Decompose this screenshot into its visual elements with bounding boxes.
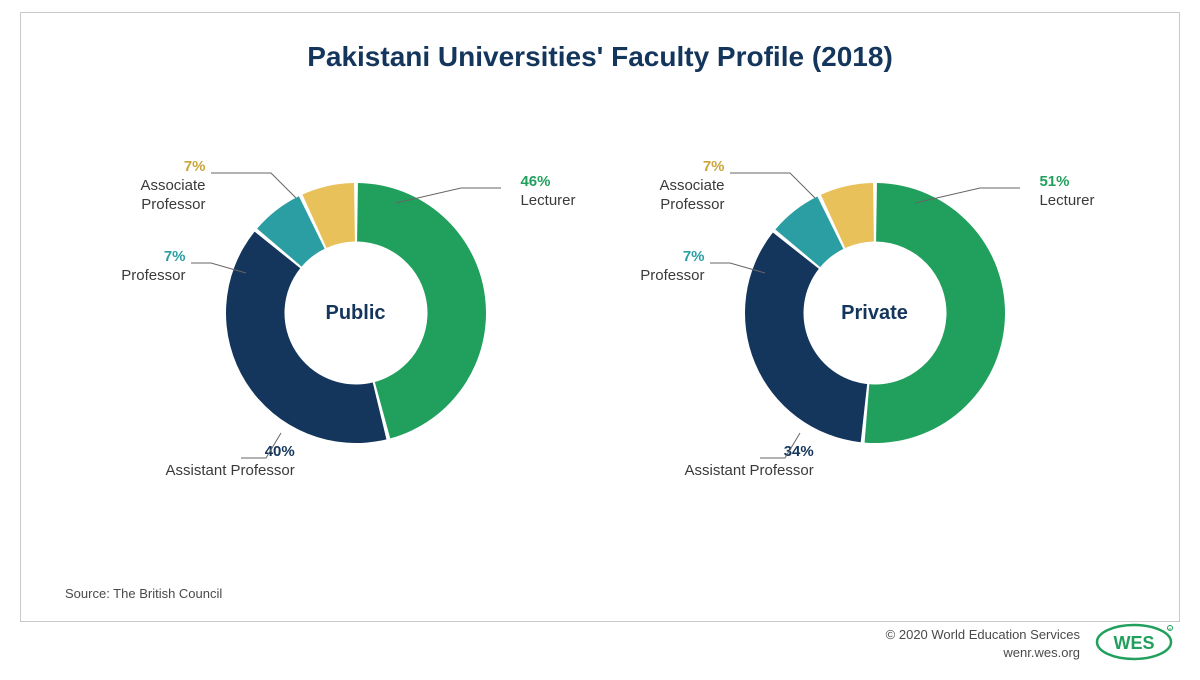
pct-public-professor: 7%	[164, 248, 186, 265]
label-private-professor: 7% Professor	[625, 248, 705, 286]
chart-frame: Pakistani Universities' Faculty Profile …	[20, 12, 1180, 622]
txt-private-professor: Professor	[640, 267, 704, 284]
chart-title: Pakistani Universities' Faculty Profile …	[21, 41, 1179, 73]
txt-private-assistant: Assistant Professor	[685, 462, 814, 479]
pct-public-lecturer: 46%	[520, 173, 550, 190]
wes-logo-icon: WES R	[1094, 622, 1174, 662]
donut-public-svg	[221, 178, 491, 448]
charts-row: Public 46% Lecturer 40% Assistant Profes…	[21, 113, 1179, 513]
wes-logo-text: WES	[1113, 633, 1154, 653]
donut-private-svg	[740, 178, 1010, 448]
credit-block: © 2020 World Education Services wenr.wes…	[886, 626, 1080, 662]
txt-private-lecturer: Lecturer	[1039, 192, 1094, 209]
svg-text:R: R	[1169, 627, 1172, 632]
label-private-associate: 7% AssociateProfessor	[645, 158, 725, 214]
txt-public-lecturer: Lecturer	[520, 192, 575, 209]
pct-public-associate: 7%	[184, 158, 206, 175]
label-private-lecturer: 51% Lecturer	[1039, 173, 1094, 211]
txt-public-professor: Professor	[121, 267, 185, 284]
txt-private-associate: AssociateProfessor	[659, 177, 724, 213]
label-private-assistant: 34% Assistant Professor	[685, 443, 814, 481]
source-text: Source: The British Council	[65, 586, 222, 601]
donut-public: Public 46% Lecturer 40% Assistant Profes…	[106, 113, 576, 513]
label-public-assistant: 40% Assistant Professor	[166, 443, 295, 481]
pct-private-assistant: 34%	[784, 443, 814, 460]
label-public-associate: 7% AssociateProfessor	[126, 158, 206, 214]
credit-line2: wenr.wes.org	[1003, 645, 1080, 660]
pct-private-associate: 7%	[703, 158, 725, 175]
donut-private: Private 51% Lecturer 34% Assistant Profe…	[625, 113, 1095, 513]
pct-private-lecturer: 51%	[1039, 173, 1069, 190]
pct-private-professor: 7%	[683, 248, 705, 265]
label-public-professor: 7% Professor	[106, 248, 186, 286]
txt-public-assistant: Assistant Professor	[166, 462, 295, 479]
pct-public-assistant: 40%	[265, 443, 295, 460]
txt-public-associate: AssociateProfessor	[140, 177, 205, 213]
credit-line1: © 2020 World Education Services	[886, 627, 1080, 642]
label-public-lecturer: 46% Lecturer	[520, 173, 575, 211]
